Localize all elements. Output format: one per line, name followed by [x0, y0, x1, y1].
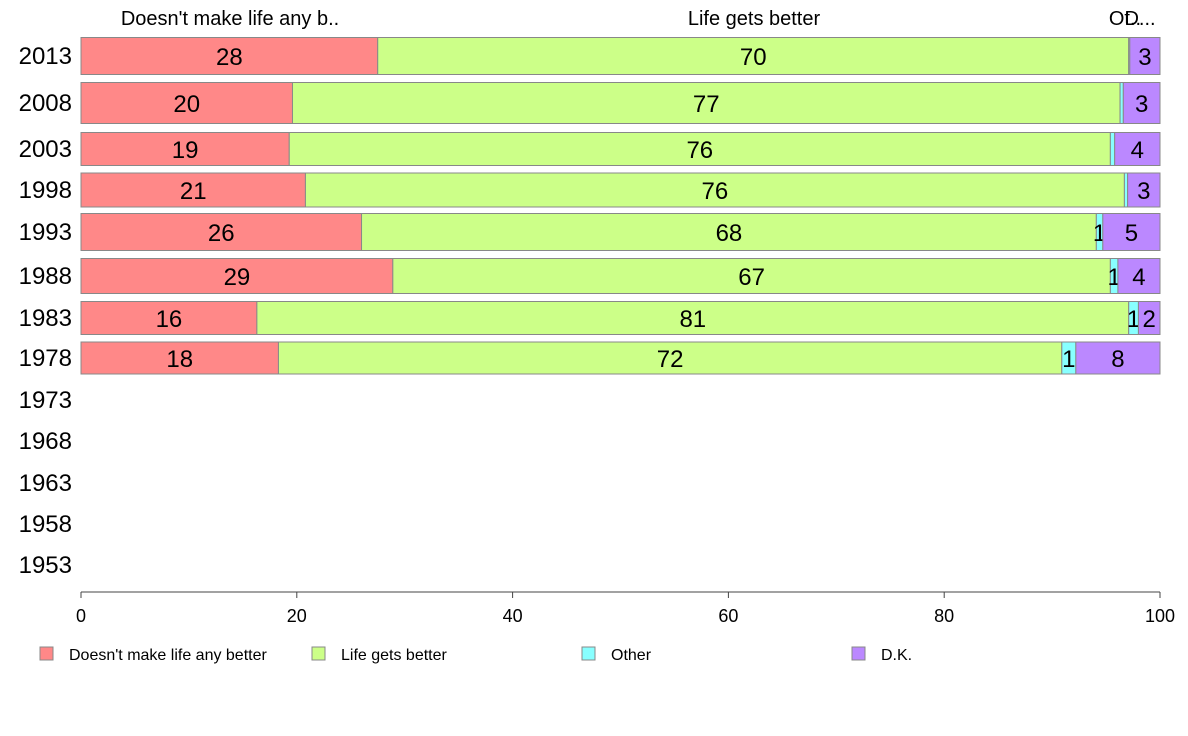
data-label: 21	[180, 178, 207, 205]
bar-segment	[377, 37, 1130, 75]
bar-segment	[80, 258, 394, 294]
data-label: 77	[693, 91, 720, 118]
y-tick-label: 2013	[19, 43, 72, 70]
bar-segment	[80, 213, 363, 251]
bar-segment	[1129, 37, 1161, 75]
x-tick-label: 80	[934, 606, 954, 626]
data-label: 68	[716, 220, 743, 247]
bar-segment	[361, 213, 1097, 251]
y-tick-label: 1998	[19, 177, 72, 204]
bar-segment	[277, 341, 1063, 375]
legend-swatch	[39, 646, 54, 661]
bar-segment	[1109, 132, 1116, 166]
data-label: 72	[657, 346, 684, 373]
data-label: 8	[1111, 346, 1124, 373]
legend-swatch	[851, 646, 866, 661]
data-label: 76	[702, 178, 729, 205]
series-header-label: Life gets better	[688, 8, 821, 30]
series-header-label: Ot..	[1109, 8, 1141, 30]
data-label: 2	[1143, 306, 1156, 333]
data-label: 81	[679, 306, 706, 333]
data-label: 1	[1127, 306, 1140, 333]
bar-segment	[1127, 172, 1161, 208]
data-label: 29	[224, 264, 251, 291]
bar-segment	[80, 132, 290, 166]
y-tick-label: 1953	[19, 552, 72, 579]
bar-segment	[1122, 82, 1161, 124]
data-label: 19	[172, 137, 199, 164]
y-tick-label: 1963	[19, 470, 72, 497]
data-label: 67	[738, 264, 765, 291]
bar-segment	[1114, 132, 1161, 166]
bar-segment	[392, 258, 1111, 294]
y-tick-label: 1988	[19, 263, 72, 290]
data-label: 20	[173, 91, 200, 118]
x-tick-label: 100	[1145, 606, 1175, 626]
y-tick-label: 1978	[19, 345, 72, 372]
data-label: 16	[156, 306, 183, 333]
y-tick-label: 1968	[19, 428, 72, 455]
bar-segment	[80, 82, 293, 124]
bar-segment	[1075, 341, 1161, 375]
data-label: 18	[166, 346, 193, 373]
data-label: 3	[1138, 44, 1151, 71]
data-label: 5	[1125, 220, 1138, 247]
data-label: 3	[1137, 178, 1150, 205]
bar-segment	[1117, 258, 1161, 294]
legend-swatch	[581, 646, 596, 661]
bar-segment	[291, 82, 1121, 124]
series-header-label: D...	[1124, 8, 1155, 30]
data-label: 70	[740, 44, 767, 71]
legend-label: Doesn't make life any better	[69, 647, 267, 664]
y-tick-label: 1973	[19, 387, 72, 414]
bar-segment	[304, 172, 1125, 208]
x-tick-label: 40	[503, 606, 523, 626]
x-tick-label: 20	[287, 606, 307, 626]
y-tick-label: 1983	[19, 305, 72, 332]
data-label: 26	[208, 220, 235, 247]
bar-segment	[1137, 301, 1161, 335]
data-label: 76	[686, 137, 713, 164]
data-label: 28	[216, 44, 243, 71]
data-label: 3	[1135, 91, 1148, 118]
x-tick-label: 0	[76, 606, 86, 626]
legend-label: Life gets better	[341, 647, 448, 664]
bar-segment	[1102, 213, 1161, 251]
y-tick-label: 1993	[19, 219, 72, 246]
legend-label: Other	[611, 647, 652, 664]
y-tick-label: 2008	[19, 90, 72, 117]
bar-segment	[80, 341, 279, 375]
legend-swatch	[311, 646, 326, 661]
bar-segment	[256, 301, 1130, 335]
data-label: 4	[1132, 264, 1145, 291]
x-tick-label: 60	[718, 606, 738, 626]
data-label: 4	[1131, 137, 1144, 164]
y-tick-label: 1958	[19, 511, 72, 538]
series-header-label: Doesn't make life any b..	[121, 8, 339, 30]
legend-label: D.K.	[881, 647, 912, 664]
y-tick-label: 2003	[19, 136, 72, 163]
data-label: 1	[1062, 346, 1075, 373]
